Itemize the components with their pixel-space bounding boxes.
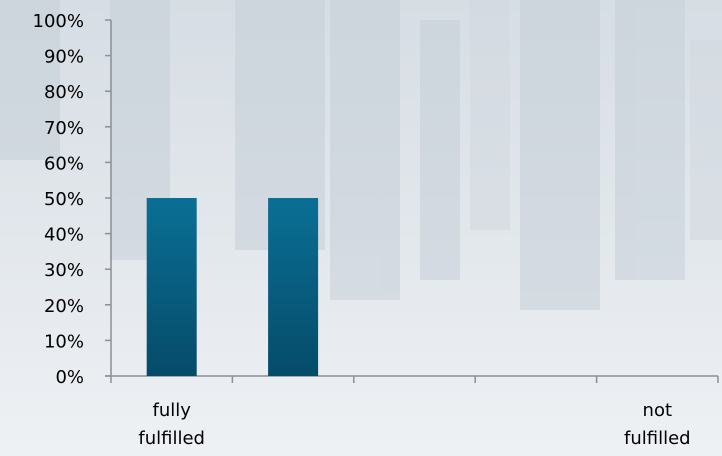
y-tick-label: 90%: [44, 47, 84, 68]
x-axis: [105, 375, 719, 383]
y-tick-label: 70%: [44, 118, 84, 139]
y-tick-label: 80%: [44, 82, 84, 103]
y-tick-label: 30%: [44, 260, 84, 281]
bar: [146, 198, 197, 376]
y-axis: 0% 10% 20% 30% 40% 50% 60% 70% 80% 90% 100%: [33, 11, 112, 388]
y-tick-label: 60%: [44, 153, 84, 174]
category-labels: fully fulfilled not fulfilled: [138, 400, 690, 449]
x-category-label: fully fulfilled: [138, 400, 205, 449]
bar: [268, 198, 319, 376]
y-tick-label: 20%: [44, 296, 84, 317]
x-category-label: not fulfilled: [624, 400, 691, 449]
y-tick-label: 0%: [55, 367, 84, 388]
y-tick-label: 50%: [44, 189, 84, 210]
bars: [146, 198, 319, 376]
y-tick-label: 100%: [33, 11, 84, 32]
y-tick-label: 40%: [44, 225, 84, 246]
y-tick-label: 10%: [44, 331, 84, 352]
